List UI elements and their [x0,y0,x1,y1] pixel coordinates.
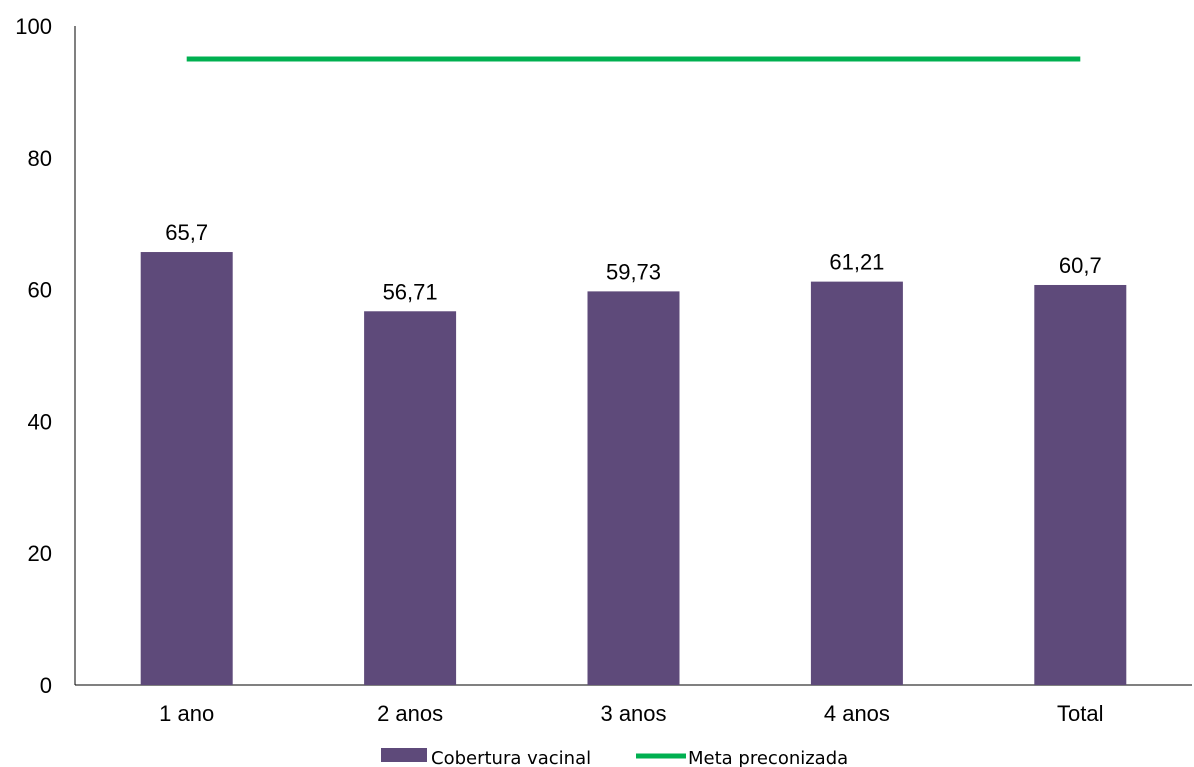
legend: Cobertura vacinal Meta preconizada [381,748,848,767]
y-tick-label: 40 [28,409,52,434]
bar [810,281,903,685]
y-tick-label: 100 [15,14,52,39]
y-tick-label: 60 [28,278,52,303]
data-label: 56,71 [383,279,438,304]
bar [1034,284,1127,685]
data-label: 61,21 [829,250,884,275]
legend-label-target: Meta preconizada [688,748,848,767]
data-label: 65,7 [165,220,208,245]
bar [364,311,457,685]
x-tick-labels: 1 ano 2 anos 3 anos 4 anos Total [159,701,1103,726]
legend-swatch-bar [381,748,427,762]
y-tick-label: 80 [28,146,52,171]
y-tick-label: 0 [40,673,52,698]
x-tick-label: 2 anos [377,701,443,726]
y-tick-labels: 0 20 40 60 80 100 [15,14,52,698]
x-tick-label: 4 anos [824,701,890,726]
data-label: 60,7 [1059,253,1102,278]
x-tick-label: Total [1057,701,1103,726]
bar-series [140,252,1127,686]
bar [140,252,233,686]
bar [587,291,680,685]
data-labels: 65,7 56,71 59,73 61,21 60,7 [165,220,1101,304]
data-label: 59,73 [606,259,661,284]
x-tick-label: 3 anos [600,701,666,726]
x-tick-label: 1 ano [159,701,214,726]
legend-label-coverage: Cobertura vacinal [431,748,591,767]
y-tick-label: 20 [28,541,52,566]
